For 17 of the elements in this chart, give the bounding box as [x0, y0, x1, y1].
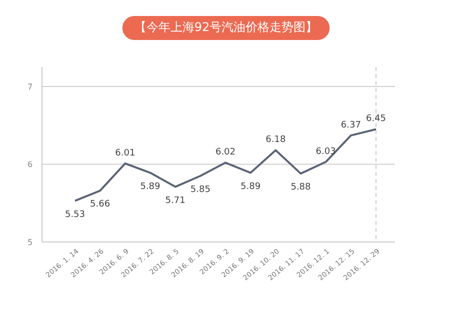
data-label: 6.45 — [366, 114, 386, 124]
data-label: 5.89 — [240, 182, 261, 192]
chart-title: 【今年上海92号汽油价格走势图】 — [134, 20, 318, 34]
data-label: 6.18 — [266, 135, 286, 146]
data-label: 5.85 — [190, 184, 210, 195]
y-tick-label: 5 — [27, 238, 33, 247]
y-tick-label: 6 — [27, 160, 33, 170]
data-label: 5.88 — [290, 182, 312, 193]
data-label: 6.02 — [215, 148, 236, 158]
data-label: 5.71 — [165, 196, 186, 206]
data-label: 5.66 — [90, 200, 110, 210]
data-label: 6.03 — [316, 146, 336, 157]
data-label: 5.89 — [140, 182, 161, 192]
data-label: 5.53 — [64, 210, 86, 220]
data-label: 6.01 — [115, 148, 136, 158]
y-tick-label: 7 — [27, 82, 33, 92]
data-label: 6.37 — [340, 120, 361, 130]
